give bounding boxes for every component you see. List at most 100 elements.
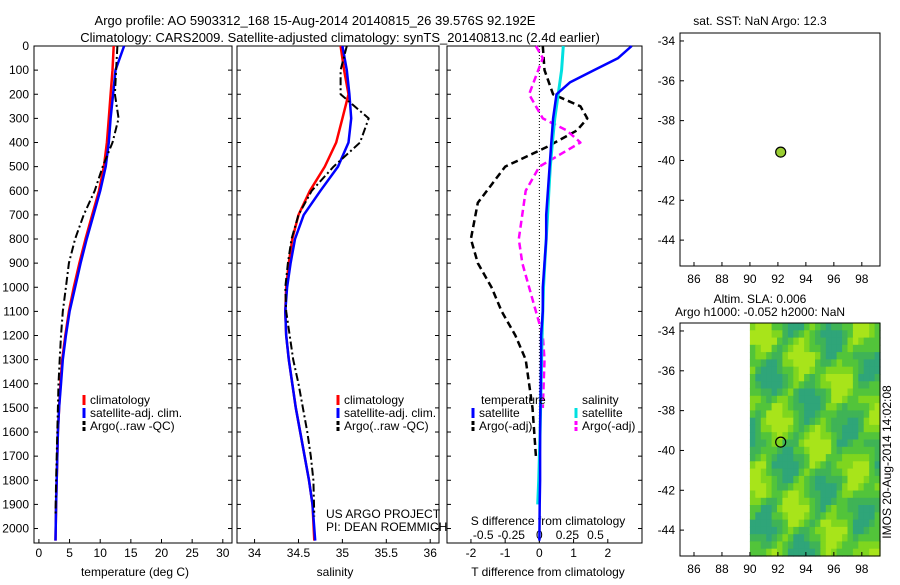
sla-heatmap-cell — [755, 475, 762, 484]
sla-heatmap-cell — [804, 446, 811, 455]
sla-heatmap-cell — [847, 505, 854, 513]
sla-heatmap-cell — [863, 344, 870, 353]
sla-heatmap-cell — [820, 330, 827, 339]
sla-heatmap-cell — [777, 468, 783, 477]
sla-heatmap-cell — [782, 352, 789, 360]
sla-heatmap-cell — [836, 468, 843, 477]
sla-heatmap-cell — [787, 388, 794, 397]
sla-heatmap-cell — [831, 512, 838, 521]
sla-heatmap-cell — [847, 352, 854, 360]
sla-heatmap-cell — [852, 344, 859, 353]
sla-heatmap-cell — [869, 541, 876, 550]
sla-heatmap-cell — [858, 548, 865, 557]
sla-heatmap-cell — [787, 439, 794, 448]
sla-heatmap-cell — [766, 512, 773, 521]
sla-heatmap-cell — [766, 403, 773, 411]
sla-heatmap-cell — [787, 526, 794, 535]
sla-heatmap-cell — [858, 352, 865, 360]
sla-heatmap-cell — [842, 446, 849, 455]
sla-heatmap-cell — [869, 483, 876, 492]
sla-heatmap-cell — [766, 475, 773, 484]
sla-heatmap-cell — [869, 410, 876, 419]
sla-heatmap-cell — [815, 512, 821, 521]
sla-heatmap-cell — [831, 461, 838, 470]
sla-heatmap-cell — [809, 483, 816, 492]
sla-heatmap-cell — [804, 410, 811, 419]
sla-heatmap-cell — [749, 526, 756, 535]
sla-heatmap-cell — [782, 512, 789, 521]
sla-heatmap-cell — [836, 352, 843, 360]
sla-heatmap-cell — [858, 323, 865, 331]
sla-heatmap-cell — [804, 519, 811, 528]
sla-heatmap-cell — [869, 475, 876, 484]
sla-heatmap-cell — [874, 359, 881, 368]
sla-heatmap-cell — [804, 526, 811, 535]
sla-heatmap-cell — [825, 344, 832, 353]
sla-heatmap-cell — [798, 497, 805, 506]
sla-heatmap-cell — [852, 366, 859, 375]
sla-heatmap-cell — [809, 541, 816, 550]
sla-heatmap-cell — [787, 424, 794, 433]
depth-tick-label: 700 — [9, 208, 29, 222]
sla-heatmap-cell — [831, 483, 838, 492]
sla-heatmap-cell — [858, 381, 865, 390]
sla-heatmap-cell — [874, 330, 881, 339]
sla-heatmap-cell — [815, 410, 821, 419]
sla-heatmap-cell — [842, 374, 849, 382]
sla-heatmap-cell — [863, 359, 870, 368]
sla-heatmap-cell — [874, 417, 881, 426]
sla-heatmap-cell — [782, 366, 789, 375]
sla-heatmap-cell — [825, 454, 832, 462]
sla-heatmap-cell — [869, 454, 876, 462]
sla-heatmap-cell — [836, 366, 843, 375]
sla-heatmap-cell — [852, 526, 859, 535]
sla-heatmap-cell — [777, 541, 783, 550]
sla-heatmap-cell — [760, 548, 767, 557]
sla-heatmap-cell — [874, 323, 881, 331]
sla-heatmap-cell — [771, 344, 778, 353]
sla-heatmap-cell — [869, 432, 876, 441]
sla-heatmap-cell — [766, 395, 773, 404]
sla-heatmap-cell — [831, 410, 838, 419]
sla-heatmap-cell — [749, 395, 756, 404]
sla-heatmap-cell — [820, 475, 827, 484]
sla-heatmap-cell — [771, 330, 778, 339]
sla-heatmap-cell — [766, 417, 773, 426]
sla-heatmap-cell — [858, 403, 865, 411]
sla-heatmap-cell — [749, 534, 756, 543]
sla-heatmap-cell — [874, 366, 881, 375]
sla-heatmap-cell — [820, 381, 827, 390]
sla-heatmap-cell — [771, 410, 778, 419]
sla-heatmap-cell — [771, 446, 778, 455]
sla-heatmap-cell — [815, 541, 821, 550]
sst-map-y-tick-label: -44 — [658, 233, 676, 247]
sla-heatmap-cell — [755, 381, 762, 390]
sla-heatmap-cell — [836, 541, 843, 550]
sla-heatmap-cell — [820, 323, 827, 331]
sla-heatmap-cell — [782, 417, 789, 426]
sla-heatmap-cell — [777, 497, 783, 506]
sla-heatmap-cell — [760, 483, 767, 492]
sla-heatmap-cell — [755, 483, 762, 492]
sla-map-x-tick-label: 98 — [855, 562, 869, 576]
sla-heatmap-cell — [863, 483, 870, 492]
sla-heatmap-cell — [809, 505, 816, 513]
sla-heatmap-cell — [847, 381, 854, 390]
sla-heatmap-cell — [842, 352, 849, 360]
sla-heatmap-cell — [858, 454, 865, 462]
sla-heatmap-cell — [755, 446, 762, 455]
sla-map-title-1: Altim. SLA: 0.006 — [714, 292, 807, 306]
sla-heatmap-cell — [777, 461, 783, 470]
sla-heatmap-cell — [809, 454, 816, 462]
sla-heatmap-cell — [766, 352, 773, 360]
sla-heatmap-cell — [825, 424, 832, 433]
sla-heatmap-cell — [847, 424, 854, 433]
sla-heatmap-cell — [755, 541, 762, 550]
sla-heatmap-cell — [755, 548, 762, 557]
sla-heatmap-cell — [798, 330, 805, 339]
salinity-legend-label: Argo(..raw -QC) — [344, 419, 429, 433]
sla-heatmap-cell — [852, 424, 859, 433]
sla-heatmap-cell — [815, 534, 821, 543]
sla-heatmap-cell — [804, 330, 811, 339]
sst-map-x-tick-label: 88 — [715, 272, 729, 286]
